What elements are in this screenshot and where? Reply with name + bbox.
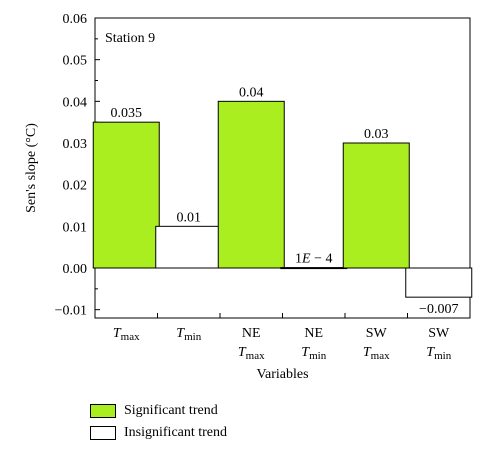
y-axis: −0.01 0.00 0.01 0.02 0.03 0.04 0.05 0.06 xyxy=(55,12,100,319)
x-tick-label: Tmin xyxy=(301,345,326,362)
x-tick-label: Tmax xyxy=(363,345,390,362)
bar-value-label: 1E − 4 xyxy=(295,252,332,267)
x-tick-label-prefix: SW xyxy=(428,326,450,341)
y-tick-label: 0.04 xyxy=(63,95,88,110)
bar xyxy=(342,142,410,269)
bar xyxy=(217,100,285,269)
x-tick-label-prefix: NE xyxy=(242,326,261,341)
chart: −0.010.000.010.020.030.040.050.06 Tmax Tm… xyxy=(24,12,473,382)
bar xyxy=(405,267,473,298)
legend-item-insignificant: Insignificant trend xyxy=(90,422,227,444)
x-axis: Tmax Tmin NE Tmax NE Tmin SW Tmax SW Tmin xyxy=(94,313,471,362)
x-tick-label: Tmin xyxy=(426,345,451,362)
bar xyxy=(92,121,160,269)
legend-swatch-significant xyxy=(90,404,116,418)
legend-item-significant: Significant trend xyxy=(90,400,227,422)
bar xyxy=(280,267,348,270)
y-tick-label: 0.05 xyxy=(63,54,88,69)
y-tick-label: 0.06 xyxy=(63,12,88,27)
y-tick-label: 0.03 xyxy=(63,137,88,152)
x-tick-label: Tmax xyxy=(238,345,265,362)
legend: Significant trend Insignificant trend xyxy=(90,400,227,444)
x-tick-label: Tmax xyxy=(113,326,140,343)
x-axis-label: Variables xyxy=(256,367,308,382)
y-axis-label: Sen's slope (°C) xyxy=(24,123,39,213)
legend-label-insignificant: Insignificant trend xyxy=(124,425,228,440)
station-annotation: Station 9 xyxy=(105,31,155,46)
y-tick-label: 0.00 xyxy=(63,262,88,277)
y-tick-label: 0.02 xyxy=(63,179,88,194)
bar-value-label: 0.035 xyxy=(111,106,143,121)
legend-label-significant: Significant trend xyxy=(124,403,218,418)
bar-value-label: 0.04 xyxy=(239,85,264,100)
bars: 0.035 0.01 0.04 1E − 4 0.03 −0.007 xyxy=(92,85,473,317)
y-tick-label: −0.01 xyxy=(55,304,87,319)
bar-value-label: −0.007 xyxy=(419,302,458,317)
x-tick-label-prefix: NE xyxy=(304,326,323,341)
y-tick-label: 0.01 xyxy=(63,220,88,235)
x-tick-label: Tmin xyxy=(176,326,201,343)
legend-swatch-insignificant xyxy=(90,426,116,440)
x-tick-label-prefix: SW xyxy=(366,326,388,341)
bar-value-label: 0.03 xyxy=(364,127,389,142)
bar xyxy=(155,225,223,269)
bar-value-label: 0.01 xyxy=(177,210,202,225)
